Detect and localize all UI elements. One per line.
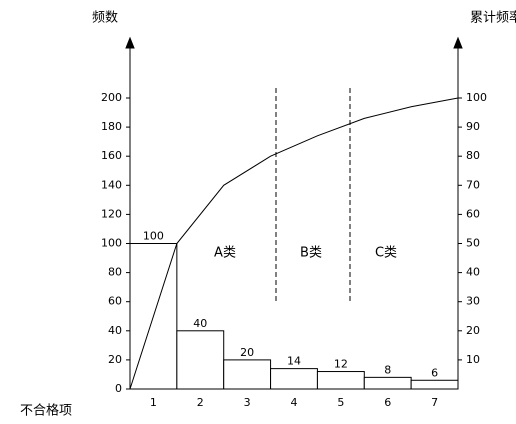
y-tick-label: 100 — [101, 237, 122, 250]
value-label: 8 — [384, 363, 391, 376]
y2-tick-label: 50 — [466, 237, 480, 250]
y-tick-label: 80 — [108, 266, 122, 279]
y2-tick-label: 30 — [466, 295, 480, 308]
x-tick-label: 2 — [197, 396, 204, 409]
x-tick-label: 6 — [384, 396, 391, 409]
x-tick-label: 1 — [150, 396, 157, 409]
cumulative-line — [129, 97, 459, 390]
y2-tick-label: 40 — [466, 266, 480, 279]
y-axis-label: 频数 — [92, 11, 118, 26]
x-tick-label: 7 — [431, 396, 438, 409]
x-tick-label: 4 — [291, 396, 298, 409]
y2-tick-label: 90 — [466, 120, 480, 133]
x-tick-label: 5 — [337, 396, 344, 409]
y2-tick-label: 20 — [466, 324, 480, 337]
y2-tick-label: 70 — [466, 178, 480, 191]
y2-tick-label: 100 — [466, 91, 487, 104]
y-tick-label: 20 — [108, 353, 122, 366]
value-label: 12 — [334, 358, 348, 371]
arrow — [125, 36, 135, 49]
region-label: C类 — [375, 246, 397, 261]
bar — [176, 330, 225, 390]
bar — [223, 359, 272, 390]
y-tick-label: 40 — [108, 324, 122, 337]
bar — [270, 368, 318, 390]
y-tick-label: 0 — [115, 382, 122, 395]
x-axis-label: 不合格项 — [20, 403, 72, 419]
bar — [316, 371, 365, 390]
region-label: A类 — [214, 246, 236, 261]
y-tick-label: 160 — [101, 149, 122, 162]
value-label: 100 — [143, 230, 164, 243]
y-tick-label: 200 — [101, 91, 122, 104]
y2-tick-label: 60 — [466, 207, 480, 220]
value-label: 6 — [431, 366, 438, 379]
bar — [410, 379, 459, 390]
bar — [363, 376, 412, 390]
y-tick-label: 60 — [108, 295, 122, 308]
y2-tick-label: 10 — [466, 353, 480, 366]
y2-axis-label: 累计频率 — [470, 10, 516, 26]
y-tick-label: 120 — [101, 207, 122, 220]
x-tick-label: 3 — [244, 396, 251, 409]
value-label: 20 — [240, 346, 254, 359]
y-tick-label: 180 — [101, 120, 122, 133]
arrow — [453, 36, 463, 49]
y-tick-label: 140 — [101, 178, 122, 191]
region-label: B类 — [300, 246, 322, 261]
value-label: 40 — [193, 317, 207, 330]
y2-tick-label: 80 — [466, 149, 480, 162]
value-label: 14 — [287, 355, 301, 368]
